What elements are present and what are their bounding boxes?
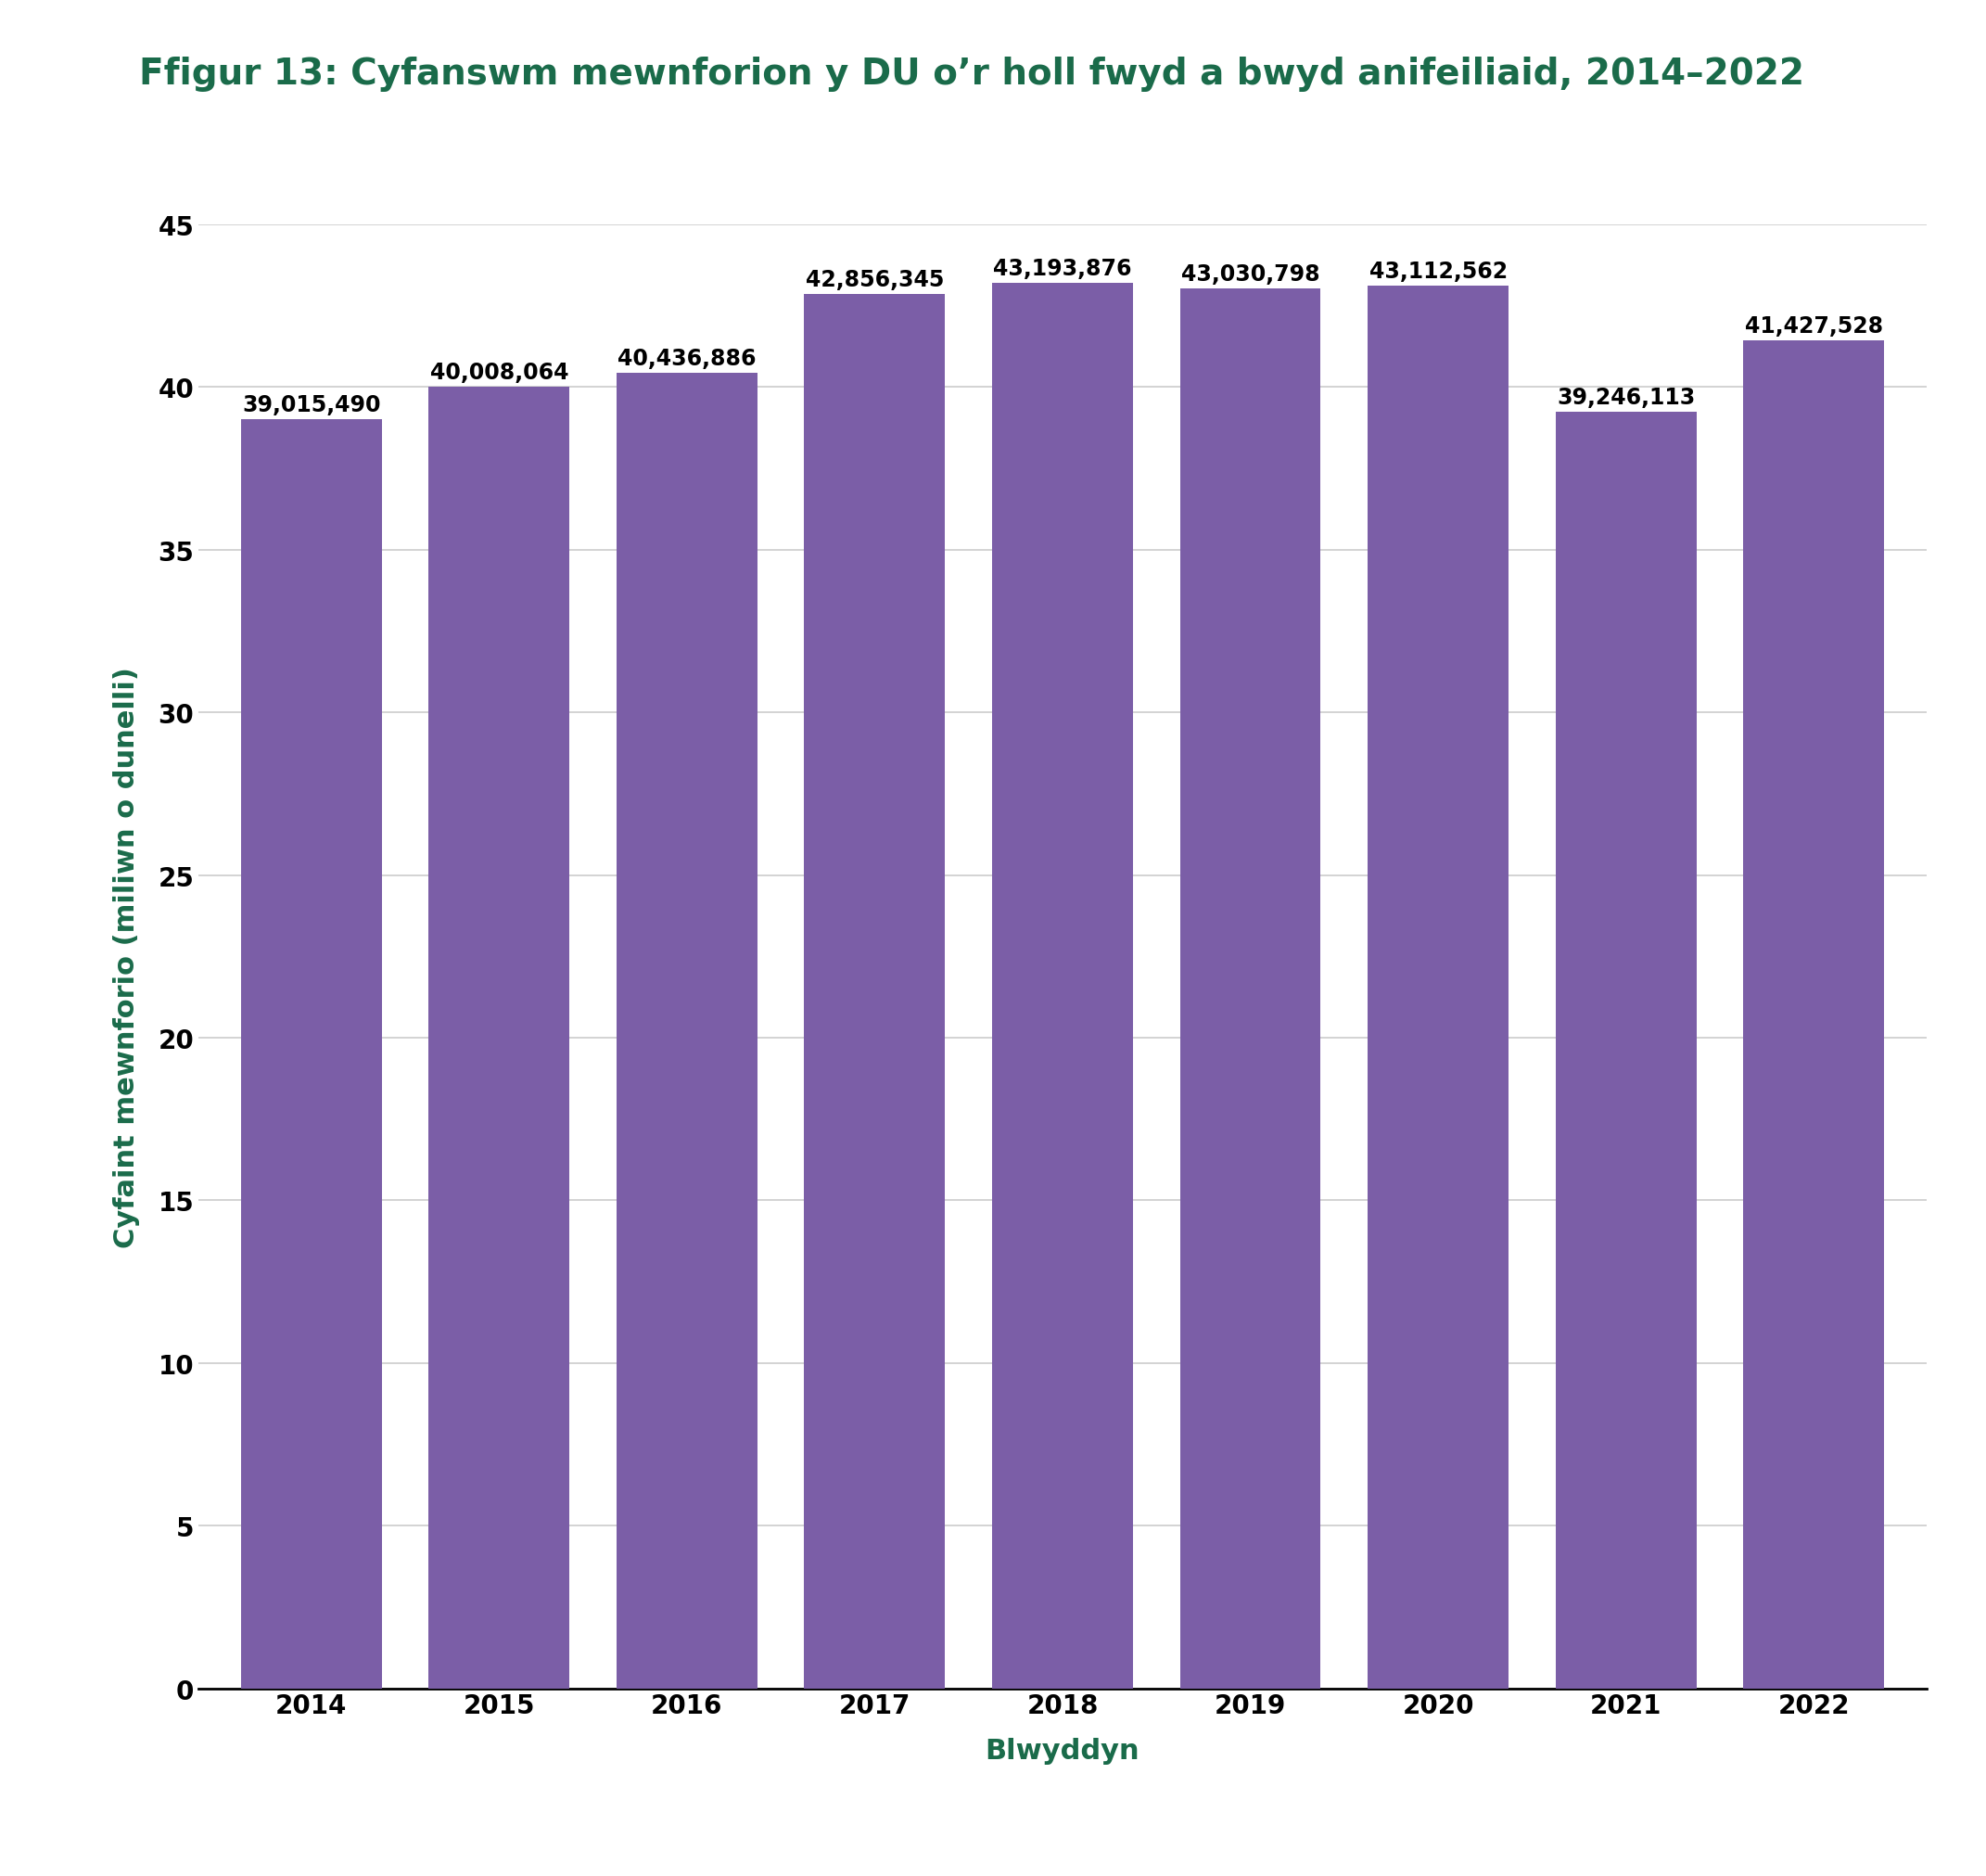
Y-axis label: Cyfaint mewnforio (miliwn o dunelli): Cyfaint mewnforio (miliwn o dunelli) — [113, 666, 141, 1248]
Text: 43,193,876: 43,193,876 — [993, 257, 1132, 280]
Bar — [1180, 289, 1321, 1688]
Bar — [1555, 413, 1696, 1688]
Text: 40,008,064: 40,008,064 — [429, 362, 568, 383]
Text: 39,015,490: 39,015,490 — [242, 394, 381, 416]
Bar — [616, 373, 757, 1688]
Text: 42,856,345: 42,856,345 — [806, 268, 943, 291]
Bar — [804, 295, 945, 1688]
Bar — [429, 388, 570, 1688]
Bar — [1368, 287, 1509, 1688]
Text: 40,436,886: 40,436,886 — [618, 347, 757, 370]
X-axis label: Blwyddyn: Blwyddyn — [985, 1737, 1140, 1763]
Text: 39,246,113: 39,246,113 — [1557, 386, 1696, 409]
Text: 41,427,528: 41,427,528 — [1744, 315, 1883, 338]
Bar — [993, 283, 1132, 1688]
Text: 43,112,562: 43,112,562 — [1368, 261, 1507, 283]
Text: 43,030,798: 43,030,798 — [1182, 263, 1319, 285]
Bar — [240, 420, 381, 1688]
Text: Ffigur 13: Cyfanswm mewnforion y DU o’r holl fwyd a bwyd anifeiliaid, 2014–2022: Ffigur 13: Cyfanswm mewnforion y DU o’r … — [139, 56, 1803, 92]
Bar — [1744, 341, 1885, 1688]
